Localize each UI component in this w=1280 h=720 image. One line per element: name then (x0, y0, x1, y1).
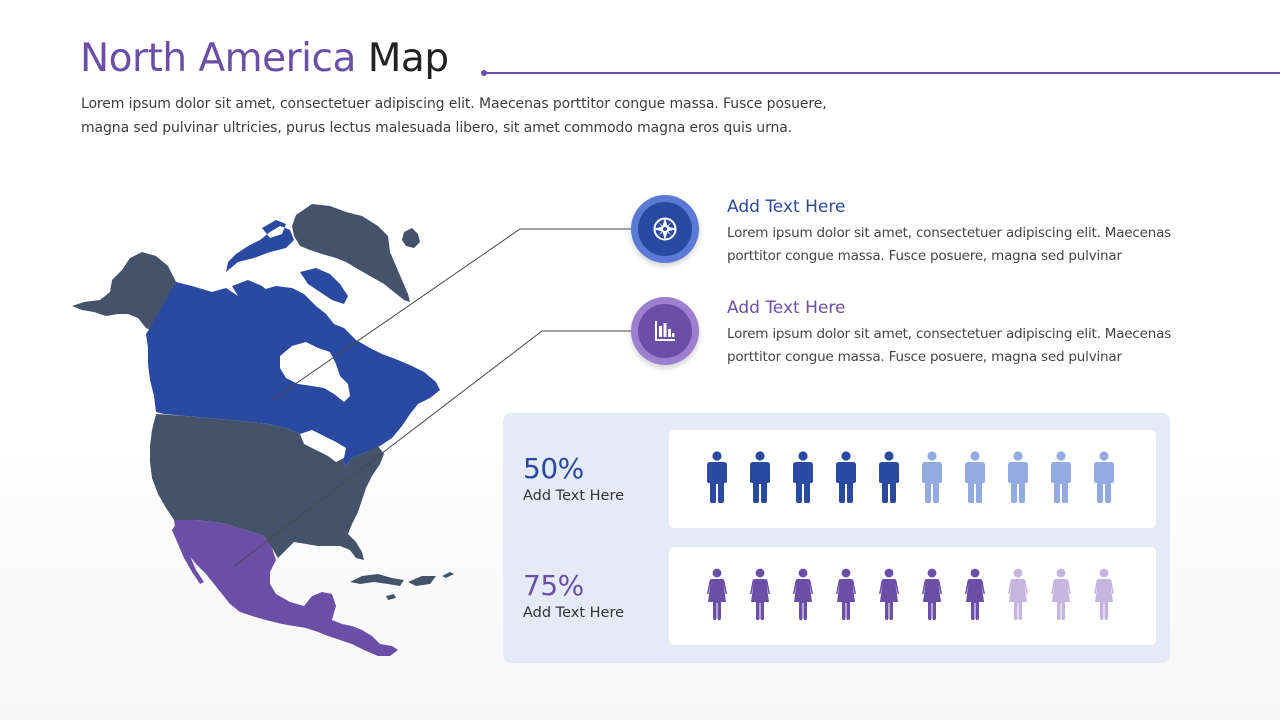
callout-heading-1: Add Text Here (727, 197, 846, 217)
female-person-icon (1093, 568, 1136, 624)
page-title: North America Map (80, 34, 449, 84)
male-pictograph-row (669, 430, 1156, 528)
stat-2-percent: 75% (523, 569, 584, 602)
male-person-icon (792, 451, 835, 507)
map-region-mexico-central-america[interactable] (172, 520, 398, 656)
female-person-icon (921, 568, 964, 624)
callout-body-2: Lorem ipsum dolor sit amet, consectetuer… (727, 326, 1171, 365)
map-region-alaska[interactable] (72, 252, 176, 330)
title-rule (484, 72, 1280, 74)
male-person-icon (835, 451, 878, 507)
stat-2-text: Add Text Here (523, 605, 625, 621)
male-person-icon (921, 451, 964, 507)
map-region-caribbean[interactable] (350, 572, 454, 600)
female-person-icon (749, 568, 792, 624)
callout-icon-1 (631, 195, 699, 263)
stat-2-label: 75% Add Text Here (523, 569, 624, 621)
callout-body-1: Lorem ipsum dolor sit amet, consectetuer… (727, 225, 1171, 264)
male-person-icon (706, 451, 749, 507)
callout-text-2: Add Text Here Lorem ipsum dolor sit amet… (727, 297, 1177, 369)
subtitle: Lorem ipsum dolor sit amet, consectetuer… (81, 96, 827, 136)
male-person-icon (1093, 451, 1136, 507)
male-person-icon (1007, 451, 1050, 507)
map-region-greenland[interactable] (292, 204, 410, 302)
callout-text-1: Add Text Here Lorem ipsum dolor sit amet… (727, 196, 1177, 268)
female-person-icon (835, 568, 878, 624)
map-region-iceland[interactable] (402, 228, 420, 248)
title-plain: Map (367, 36, 449, 81)
female-person-icon (878, 568, 921, 624)
stat-1-label: 50% Add Text Here (523, 452, 624, 504)
callout-icon-1-inner (638, 202, 692, 256)
compass-icon (653, 217, 677, 241)
female-pictograph-row (669, 547, 1156, 645)
female-person-icon (706, 568, 749, 624)
callout-icon-2-inner (638, 304, 692, 358)
male-person-icon (964, 451, 1007, 507)
bar-chart-icon (655, 321, 675, 341)
callout-heading-2: Add Text Here (727, 298, 846, 318)
stat-1-percent: 50% (523, 452, 584, 485)
female-person-icon (1050, 568, 1093, 624)
male-person-icon (878, 451, 921, 507)
male-person-icon (1050, 451, 1093, 507)
stat-1-text: Add Text Here (523, 488, 625, 504)
title-accent: North America (80, 36, 356, 81)
male-person-icon (749, 451, 792, 507)
female-person-icon (964, 568, 1007, 624)
female-person-icon (792, 568, 835, 624)
callout-icon-2 (631, 297, 699, 365)
female-person-icon (1007, 568, 1050, 624)
stats-panel: 50% Add Text Here 75% Add Text Here (503, 413, 1170, 663)
